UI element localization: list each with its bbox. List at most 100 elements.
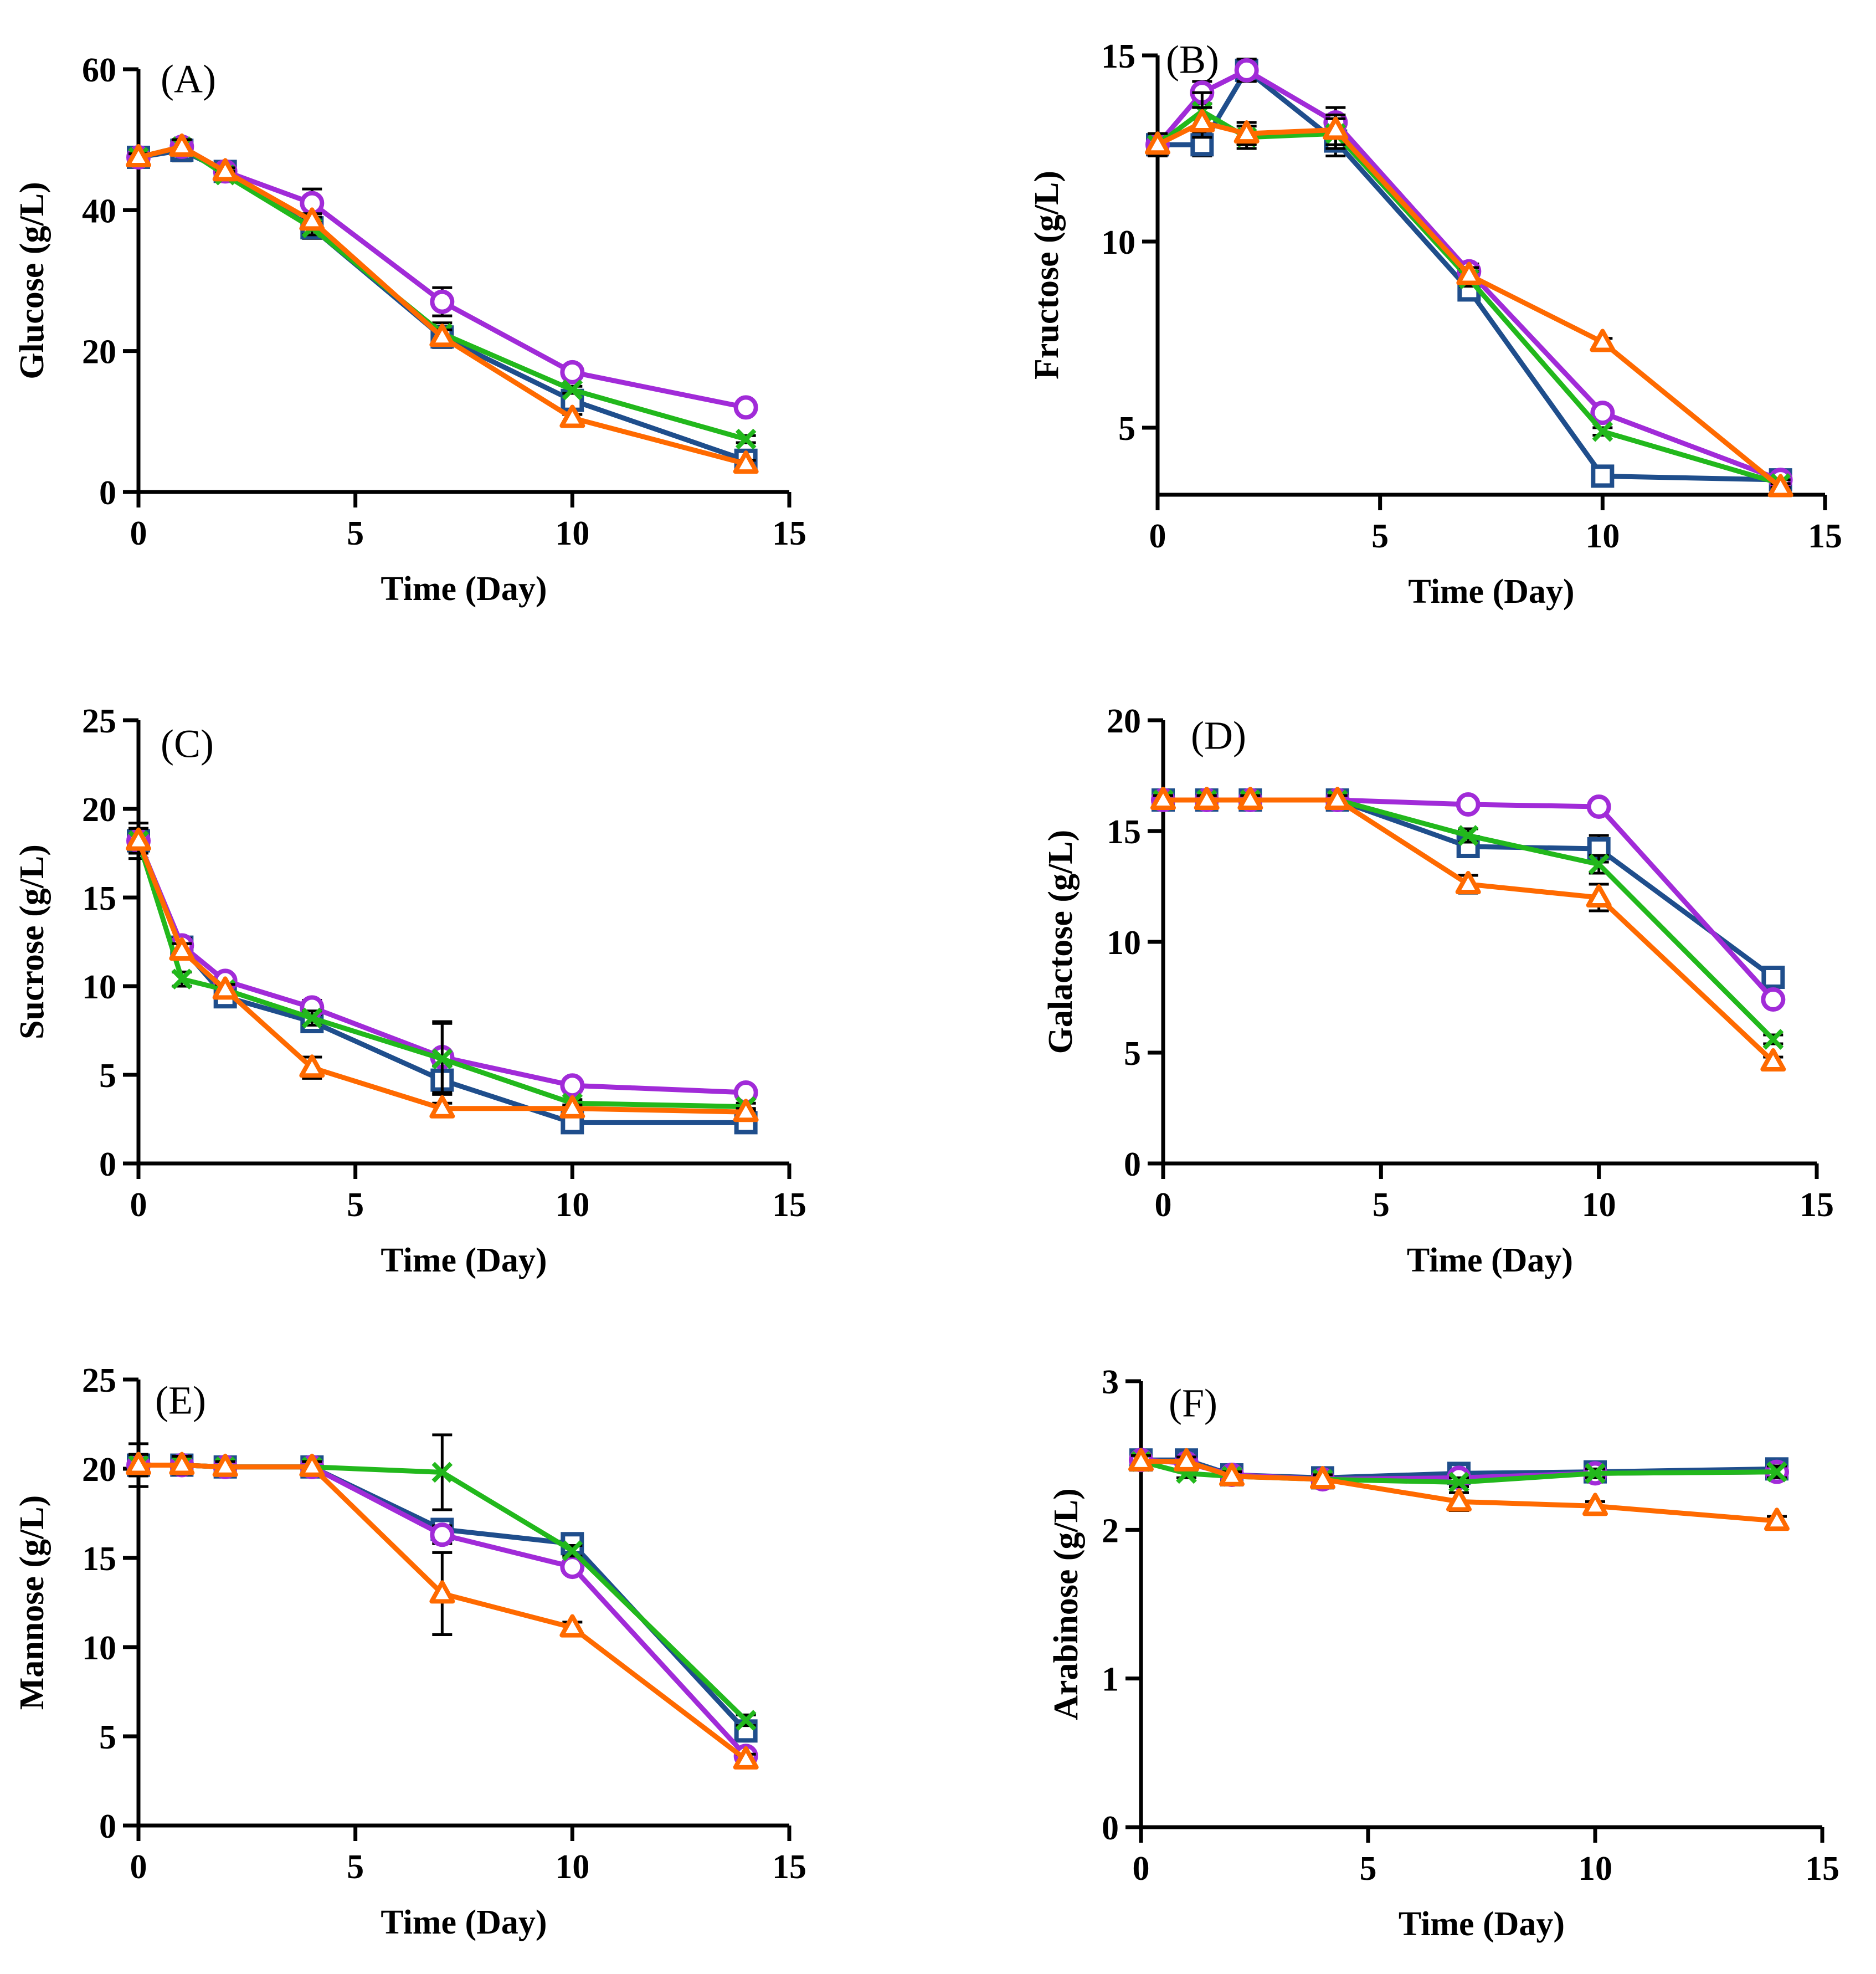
y-tick-label: 10 [1101,224,1135,262]
data-point-triangle [1324,787,1350,810]
data-point-cross [1766,1461,1787,1483]
x-tick-label: 0 [130,1848,147,1886]
y-tick-label: 5 [1124,1035,1141,1073]
data-point-cross [1588,854,1610,875]
data-point-circle [560,1073,585,1098]
x-tick-label: 15 [772,1848,806,1886]
y-tick-label: 3 [1102,1363,1119,1401]
x-tick-label: 5 [347,515,364,552]
data-point-triangle [212,1453,238,1477]
y-tick-label: 15 [82,1540,116,1578]
data-point-triangle [733,450,759,474]
series-triangle [126,133,759,474]
x-tick-label: 10 [555,1848,589,1886]
y-tick-label: 5 [1118,410,1135,448]
y-tick-label: 15 [82,880,116,917]
data-point-triangle [1455,871,1481,894]
x-tick-label: 0 [1149,517,1166,555]
x-tick-label: 10 [1585,517,1620,555]
x-tick-label: 5 [1360,1850,1377,1888]
panel-fructose: 0 5 10 15 5 10 15 Time (Day) Fructose (g/L) (B) [1028,38,1842,611]
data-point-triangle [169,937,195,961]
data-point-triangle [126,143,151,167]
data-point-triangle [1446,1488,1472,1512]
data-point-triangle [1189,109,1215,132]
y-tick-label: 20 [82,791,116,829]
data-point-triangle [299,1054,325,1078]
x-axis-title: Time (Day) [1408,573,1574,611]
x-axis-title: Time (Day) [1399,1905,1565,1943]
y-tick-label: 10 [1107,924,1141,962]
data-point-circle [1590,401,1615,425]
data-point-cross [1457,825,1479,846]
x-tick-label: 10 [555,1186,589,1224]
data-point-triangle [559,1095,585,1119]
data-point-triangle [733,1746,759,1770]
x-tick-label: 15 [1800,1186,1834,1224]
data-point-cross [1762,1029,1784,1050]
x-tick-label: 15 [1808,517,1842,555]
data-point-triangle [212,976,238,1000]
panel-mannose: 0 5 10 15 0 5 10 15 20 25 Time (Day) Mannose (g/L) (… [13,1362,806,1941]
data-point-square [1591,464,1615,488]
data-point-triangle [1237,787,1263,810]
y-tick-label: 0 [99,1146,116,1183]
x-axis-title: Time (Day) [381,570,547,608]
data-point-circle [430,289,455,314]
data-point-triangle [1194,787,1220,810]
x-axis-title: Time (Day) [381,1904,547,1941]
data-point-triangle [126,1452,151,1475]
data-point-cross [431,1462,453,1483]
data-point-circle [1456,792,1481,817]
data-point-triangle [733,1099,759,1122]
y-axis-title: Arabinose (g/L) [1047,1488,1085,1720]
data-point-circle [1586,794,1611,819]
data-point-triangle [1150,787,1176,810]
data-point-triangle [429,324,455,347]
data-point-cross [562,379,583,401]
y-tick-label: 0 [1124,1146,1141,1183]
panel-glucose: 0 5 10 15 0 20 40 60 Time (Day) Glucose (g/L) (A) [13,52,806,608]
y-tick-label: 15 [1101,38,1135,75]
y-tick-label: 1 [1102,1661,1119,1699]
x-tick-label: 15 [1805,1850,1839,1888]
x-tick-label: 0 [130,515,147,552]
y-tick-label: 10 [82,968,116,1006]
y-tick-label: 0 [99,474,116,512]
data-point-cross [431,1048,453,1070]
data-point-circle [1761,987,1786,1012]
data-point-triangle [1760,1048,1786,1071]
x-tick-label: 15 [772,515,806,552]
y-tick-label: 5 [99,1719,116,1756]
data-point-cross [562,1540,583,1561]
x-axis-title: Time (Day) [381,1242,547,1279]
x-tick-label: 0 [1133,1850,1150,1888]
series-triangle [1150,787,1786,1071]
x-tick-label: 15 [772,1186,806,1224]
data-point-triangle [299,207,325,231]
data-point-triangle [212,158,238,182]
y-axis-title: Galactose (g/L) [1042,830,1080,1054]
data-point-cross [735,1710,757,1731]
y-tick-label: 20 [1107,703,1141,740]
y-tick-label: 2 [1102,1512,1119,1550]
y-tick-label: 40 [82,192,116,230]
data-point-triangle [169,133,195,157]
y-axis-title: Glucose (g/L) [13,182,51,379]
data-point-cross [1448,1471,1469,1493]
panel-label: (C) [161,722,214,766]
x-axis-title: Time (Day) [1407,1242,1573,1279]
panel-label: (F) [1169,1381,1217,1426]
panel-label: (E) [155,1378,206,1423]
y-tick-label: 60 [82,52,116,89]
data-point-triangle [429,1580,455,1604]
series-triangle [1128,1448,1790,1531]
y-tick-label: 20 [82,1451,116,1489]
x-tick-label: 5 [347,1848,364,1886]
data-point-triangle [1764,1508,1790,1531]
data-point-triangle [1310,1466,1335,1490]
y-tick-label: 25 [82,703,116,740]
data-point-triangle [299,1453,325,1477]
x-tick-label: 0 [1155,1186,1172,1224]
